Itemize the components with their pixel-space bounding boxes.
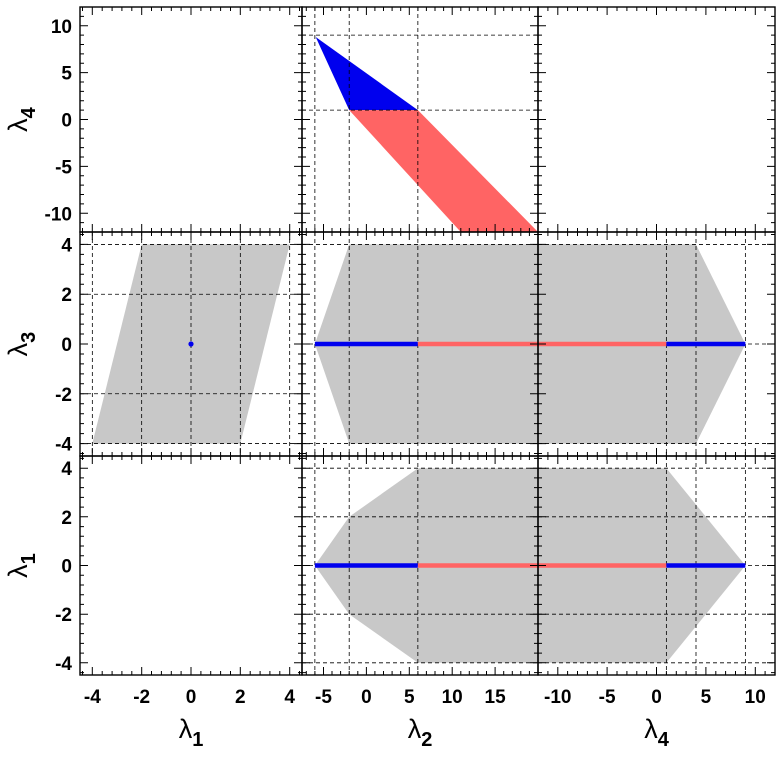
tick-mark [537,7,776,232]
y-tick-label: 10 [51,17,72,38]
y-tick-label: 0 [61,111,72,132]
y-tick-label: -2 [55,385,72,406]
axis-label-symbol: λ [179,714,193,744]
y-tick-label: -4 [55,435,72,456]
panel-frame [79,455,303,676]
y-tick-label: 4 [61,459,72,480]
region-polygon-blue [315,37,418,111]
x-tick-label: 10 [745,687,766,708]
tick-mark [538,234,775,454]
tick-mark [538,457,775,674]
tick-marks [80,6,776,675]
x-axis-label-lambda4: λ4 [644,714,670,751]
y-axis-label-lambda4: λ4 [3,106,40,132]
panel-lambda3-vs-lambda4 [538,232,775,456]
panel-lambda3-vs-lambda1 [80,232,302,456]
tick-mark [82,456,300,675]
tick-mark [305,7,539,232]
panel-lambda4-vs-lambda2 [302,7,538,232]
x-axis-label-lambda1: λ1 [179,714,204,751]
y-tick-label: -5 [55,157,72,178]
data-point [188,341,194,347]
x-tick-label: 4 [284,687,295,708]
tick-mark [538,6,775,233]
panel-frame [537,455,776,676]
tick-mark [80,6,302,233]
panel-frame [537,6,776,233]
y-tick-label: -2 [55,605,72,626]
panel-lambda1-vs-lambda2 [302,456,538,675]
panel-lambda1-vs-lambda4 [538,456,775,675]
tick-mark [82,7,300,232]
region-polygon-red [349,110,538,232]
axis-label-symbol: λ [644,714,658,744]
x-tick-label: 15 [485,687,507,708]
x-tick-label: 5 [404,687,415,708]
axis-label-subscript: 1 [192,729,203,751]
axis-label-subscript: 1 [18,553,40,564]
tick-mark [305,456,539,675]
axis-label-symbol: λ [408,714,422,744]
x-tick-label: -5 [599,687,616,708]
tick-mark [302,234,538,454]
axis-label-symbol: λ [3,342,33,356]
tick-mark [305,232,539,456]
axis-label-subscript: 2 [421,729,432,751]
x-tick-label: 0 [361,687,372,708]
x-tick-label: 0 [186,687,197,708]
tick-mark [302,457,538,674]
x-tick-label: 10 [442,687,463,708]
axis-label-subscript: 4 [658,729,670,751]
x-tick-label: -5 [315,687,332,708]
panel-lambda3-vs-lambda2 [302,232,538,456]
x-axis-label-lambda2: λ2 [408,714,433,751]
y-tick-label: -10 [45,204,72,225]
axis-label-symbol: λ [3,564,33,578]
x-tick-label: 2 [235,687,246,708]
y-tick-label: 2 [61,508,72,529]
y-tick-label: 2 [61,285,72,306]
panel-frame [79,6,303,233]
y-tick-label: 5 [61,64,72,85]
x-tick-label: 5 [701,687,712,708]
y-axis-label-lambda1: λ1 [3,553,40,578]
x-tick-label: 0 [651,687,662,708]
axis-label-subscript: 4 [18,106,40,118]
y-axis-label-lambda3: λ3 [3,332,40,357]
y-tick-label: -4 [55,654,72,675]
y-tick-label: 0 [61,557,72,578]
axis-label-subscript: 3 [18,332,40,343]
y-tick-label: 4 [61,235,72,256]
tick-mark [80,457,302,674]
x-tick-label: -10 [544,687,571,708]
x-tick-label: -2 [133,687,150,708]
y-tick-label: 0 [61,335,72,356]
x-tick-label: -4 [84,687,101,708]
axis-label-symbol: λ [3,118,33,132]
tick-mark [80,234,302,454]
